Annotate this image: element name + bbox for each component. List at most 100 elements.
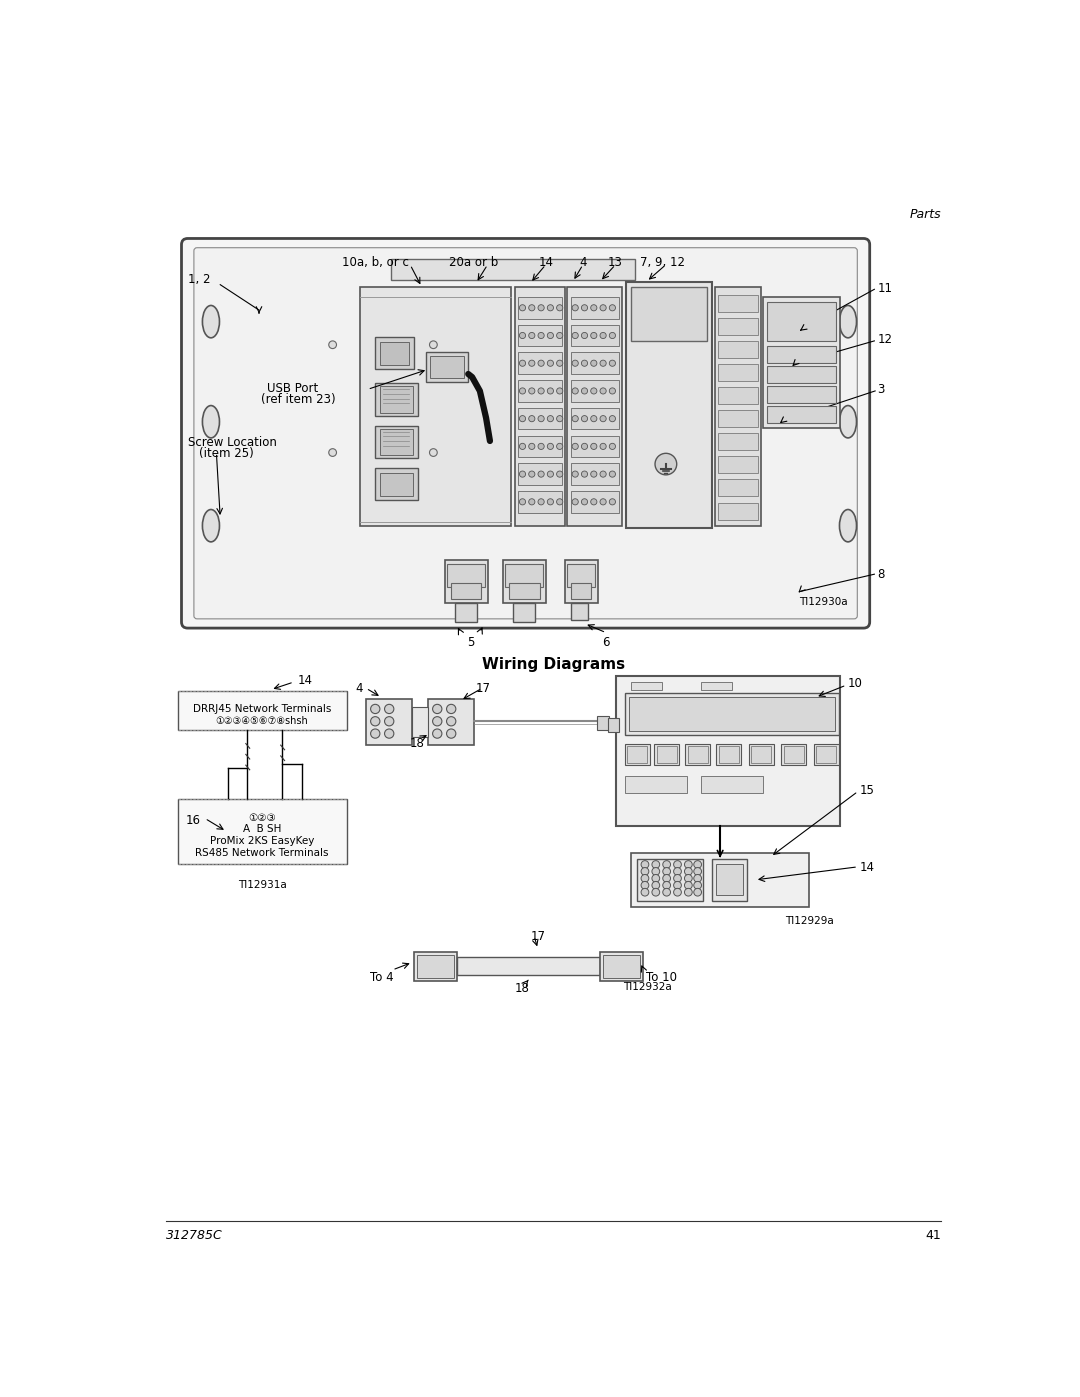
Circle shape — [328, 448, 337, 457]
Bar — [751, 746, 771, 763]
Circle shape — [519, 332, 526, 338]
Text: 7, 9, 12: 7, 9, 12 — [639, 256, 685, 270]
Circle shape — [652, 882, 660, 888]
Circle shape — [572, 499, 578, 504]
Circle shape — [652, 888, 660, 895]
Bar — [625, 775, 687, 793]
Text: 10a, b, or c: 10a, b, or c — [341, 256, 408, 270]
Circle shape — [529, 443, 535, 450]
Bar — [748, 743, 773, 766]
Bar — [625, 693, 839, 735]
Text: 41: 41 — [926, 1229, 941, 1242]
Text: 14: 14 — [538, 256, 553, 270]
Bar — [626, 282, 712, 528]
Bar — [517, 436, 562, 457]
Text: Wiring Diagrams: Wiring Diagrams — [482, 658, 625, 672]
Text: 20a or b: 20a or b — [449, 256, 498, 270]
Bar — [631, 682, 662, 690]
Circle shape — [572, 332, 578, 338]
Text: RS485 Network Terminals: RS485 Network Terminals — [195, 848, 328, 858]
Circle shape — [600, 332, 606, 338]
Circle shape — [600, 499, 606, 504]
Circle shape — [600, 415, 606, 422]
Bar — [768, 346, 836, 363]
Circle shape — [538, 360, 544, 366]
Circle shape — [433, 704, 442, 714]
Bar — [445, 560, 488, 602]
Bar — [657, 746, 677, 763]
Text: TI12931a: TI12931a — [238, 880, 286, 890]
Circle shape — [674, 882, 681, 888]
Bar — [517, 324, 562, 346]
Bar — [718, 387, 758, 404]
Circle shape — [519, 305, 526, 312]
Circle shape — [674, 861, 681, 869]
Circle shape — [591, 471, 597, 478]
Bar — [629, 697, 835, 731]
Bar — [360, 286, 511, 525]
Circle shape — [556, 360, 563, 366]
Bar — [718, 317, 758, 335]
Text: To 4: To 4 — [369, 971, 393, 983]
Circle shape — [519, 415, 526, 422]
Bar — [781, 743, 806, 766]
Circle shape — [591, 415, 597, 422]
Circle shape — [591, 305, 597, 312]
Bar — [816, 746, 836, 763]
Text: 4: 4 — [579, 256, 586, 270]
Bar — [413, 707, 428, 738]
Bar — [380, 342, 409, 365]
Circle shape — [572, 471, 578, 478]
Circle shape — [572, 360, 578, 366]
Bar — [637, 859, 703, 901]
Text: ProMix 2KS EasyKey: ProMix 2KS EasyKey — [210, 835, 314, 847]
Bar — [715, 286, 761, 525]
Bar — [768, 366, 836, 383]
Bar — [426, 352, 469, 381]
Circle shape — [433, 717, 442, 726]
Circle shape — [556, 499, 563, 504]
Circle shape — [663, 875, 671, 882]
Circle shape — [370, 729, 380, 738]
Text: 8: 8 — [877, 569, 885, 581]
Bar — [417, 954, 454, 978]
Circle shape — [384, 704, 394, 714]
Text: 16: 16 — [186, 814, 201, 827]
Bar — [716, 743, 741, 766]
Circle shape — [642, 861, 649, 869]
Circle shape — [548, 388, 554, 394]
Circle shape — [600, 305, 606, 312]
Bar — [718, 341, 758, 358]
Bar — [517, 298, 562, 319]
Bar — [814, 743, 839, 766]
Bar — [517, 490, 562, 513]
Circle shape — [446, 704, 456, 714]
Circle shape — [609, 360, 616, 366]
Text: 18: 18 — [515, 982, 529, 995]
Bar — [177, 692, 347, 729]
Circle shape — [674, 875, 681, 882]
Text: DRRJ45 Network Terminals: DRRJ45 Network Terminals — [193, 704, 332, 714]
Circle shape — [548, 332, 554, 338]
Circle shape — [538, 443, 544, 450]
Circle shape — [693, 868, 702, 876]
Bar — [718, 746, 739, 763]
Circle shape — [642, 882, 649, 888]
Bar — [570, 352, 619, 374]
Bar — [701, 775, 762, 793]
Bar — [762, 298, 840, 427]
Bar — [570, 464, 619, 485]
Bar — [701, 682, 732, 690]
Text: 18: 18 — [410, 738, 426, 750]
Circle shape — [556, 305, 563, 312]
Circle shape — [600, 471, 606, 478]
Circle shape — [656, 453, 677, 475]
Circle shape — [446, 729, 456, 738]
Circle shape — [609, 499, 616, 504]
Circle shape — [572, 388, 578, 394]
Circle shape — [693, 882, 702, 888]
Text: 14: 14 — [298, 675, 313, 687]
Circle shape — [674, 868, 681, 876]
Text: USB Port: USB Port — [267, 381, 318, 395]
Text: TI12932a: TI12932a — [623, 982, 672, 992]
